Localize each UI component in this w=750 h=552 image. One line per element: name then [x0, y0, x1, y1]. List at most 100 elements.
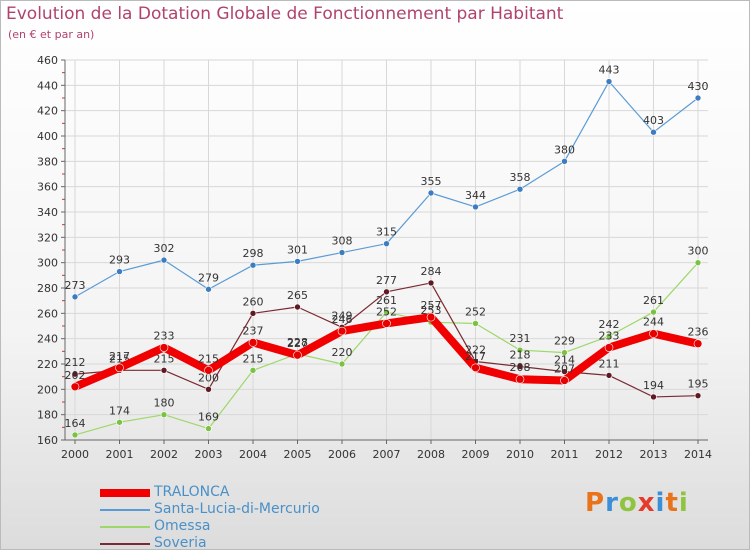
- data-label-santa-lucia-di-mercurio: 344: [465, 189, 486, 202]
- data-point-santa-lucia-di-mercurio: [249, 261, 257, 269]
- data-point-soveria: [561, 368, 568, 375]
- y-tick-label: 300: [37, 257, 58, 270]
- y-tick-label: 400: [37, 130, 58, 143]
- data-point-omessa: [338, 360, 346, 368]
- data-point-tralonca: [204, 366, 213, 375]
- data-point-santa-lucia-di-mercurio: [472, 203, 479, 211]
- legend-label-omessa: Omessa: [154, 518, 211, 534]
- x-tick-label: 2014: [684, 448, 712, 461]
- data-point-omessa: [205, 425, 212, 432]
- proxiti-logo: Proxiti: [585, 488, 689, 518]
- data-point-tralonca: [70, 382, 80, 392]
- y-tick-label: 420: [37, 105, 58, 118]
- data-label-omessa: 261: [643, 294, 664, 307]
- data-point-santa-lucia-di-mercurio: [427, 189, 435, 197]
- logo-letter: o: [618, 488, 638, 518]
- x-tick-label: 2003: [195, 448, 223, 461]
- data-point-santa-lucia-di-mercurio: [338, 249, 346, 256]
- data-point-omessa: [561, 349, 568, 356]
- data-label-tralonca: 215: [198, 352, 219, 365]
- data-point-soveria: [694, 392, 702, 399]
- x-tick-label: 2008: [417, 448, 445, 461]
- legend-label-tralonca: TRALONCA: [154, 484, 230, 500]
- data-point-santa-lucia-di-mercurio: [205, 285, 212, 293]
- data-point-tralonca: [248, 338, 258, 347]
- legend-label-soveria: Soveria: [154, 535, 207, 551]
- y-tick-label: 320: [37, 231, 58, 244]
- data-label-santa-lucia-di-mercurio: 443: [599, 64, 620, 77]
- data-point-tralonca: [293, 350, 302, 360]
- logo-letter: i: [678, 488, 689, 518]
- x-tick-label: 2000: [61, 448, 89, 461]
- legend: TRALONCA Santa-Lucia-di-Mercurio Omessa Sov…: [100, 484, 320, 552]
- x-tick-label: 2010: [506, 448, 534, 461]
- data-label-soveria: 212: [65, 356, 86, 369]
- data-point-soveria: [160, 367, 168, 374]
- x-tick-label: 2011: [551, 448, 579, 461]
- y-tick-label: 200: [37, 383, 58, 396]
- data-point-santa-lucia-di-mercurio: [516, 185, 524, 193]
- data-point-tralonca: [426, 312, 436, 322]
- data-label-soveria: 200: [198, 371, 219, 384]
- y-tick-label: 280: [37, 282, 58, 295]
- data-label-tralonca: 252: [376, 305, 397, 318]
- data-label-omessa: 300: [688, 245, 709, 258]
- legend-item-soveria: Soveria: [100, 535, 320, 552]
- data-label-soveria: 214: [554, 354, 575, 367]
- x-tick-label: 2001: [106, 448, 134, 461]
- data-label-tralonca: 227: [287, 337, 308, 350]
- data-point-santa-lucia-di-mercurio: [116, 268, 123, 275]
- y-tick-label: 260: [37, 307, 58, 320]
- y-tick-label: 380: [37, 155, 58, 168]
- data-label-omessa: 229: [554, 335, 575, 348]
- data-point-omessa: [116, 418, 123, 426]
- data-point-tralonca: [693, 339, 703, 349]
- x-tick-label: 2002: [150, 448, 178, 461]
- data-label-tralonca: 217: [109, 350, 130, 363]
- data-point-tralonca: [649, 329, 658, 338]
- data-point-omessa: [516, 346, 524, 354]
- data-point-soveria: [427, 279, 435, 287]
- data-point-omessa: [650, 308, 657, 316]
- data-point-soveria: [71, 370, 79, 378]
- data-point-tralonca: [337, 326, 347, 336]
- legend-item-tralonca: TRALONCA: [100, 484, 320, 501]
- data-point-soveria: [516, 363, 524, 370]
- data-point-soveria: [205, 386, 212, 393]
- x-tick-label: 2007: [373, 448, 401, 461]
- legend-swatch-soveria: [100, 542, 150, 545]
- data-point-tralonca: [604, 343, 614, 352]
- data-point-santa-lucia-di-mercurio: [160, 256, 168, 264]
- data-label-omessa: 220: [332, 346, 353, 359]
- chart-title: Evolution de la Dotation Globale de Fonc…: [6, 4, 564, 24]
- data-point-soveria: [605, 372, 613, 379]
- x-tick-label: 2009: [462, 448, 490, 461]
- data-label-tralonca: 233: [154, 330, 175, 343]
- logo-letter: P: [585, 488, 606, 518]
- data-label-omessa: 242: [599, 318, 620, 331]
- data-label-santa-lucia-di-mercurio: 315: [376, 226, 397, 239]
- data-label-omessa: 231: [510, 332, 531, 345]
- data-label-soveria: 218: [510, 349, 531, 362]
- x-tick-label: 2012: [595, 448, 623, 461]
- data-point-santa-lucia-di-mercurio: [71, 293, 79, 301]
- data-label-omessa: 228: [287, 336, 308, 349]
- legend-label-santa-lucia-di-mercurio: Santa-Lucia-di-Mercurio: [154, 501, 320, 517]
- data-point-omessa: [249, 367, 257, 374]
- x-tick-label: 2013: [640, 448, 668, 461]
- chart-subtitle: (en € et par an): [8, 28, 95, 41]
- legend-swatch-tralonca: [100, 488, 150, 497]
- data-label-santa-lucia-di-mercurio: 355: [421, 175, 442, 188]
- legend-swatch-omessa: [100, 525, 150, 528]
- logo-letter: i: [655, 488, 666, 518]
- y-tick-label: 240: [37, 333, 58, 346]
- data-point-omessa: [160, 411, 168, 418]
- data-point-omessa: [71, 431, 79, 439]
- data-point-tralonca: [115, 363, 124, 373]
- data-point-santa-lucia-di-mercurio: [294, 258, 301, 265]
- logo-letter: t: [665, 488, 679, 518]
- y-tick-label: 160: [37, 434, 58, 447]
- data-point-santa-lucia-di-mercurio: [383, 240, 390, 247]
- data-label-santa-lucia-di-mercurio: 358: [510, 171, 531, 184]
